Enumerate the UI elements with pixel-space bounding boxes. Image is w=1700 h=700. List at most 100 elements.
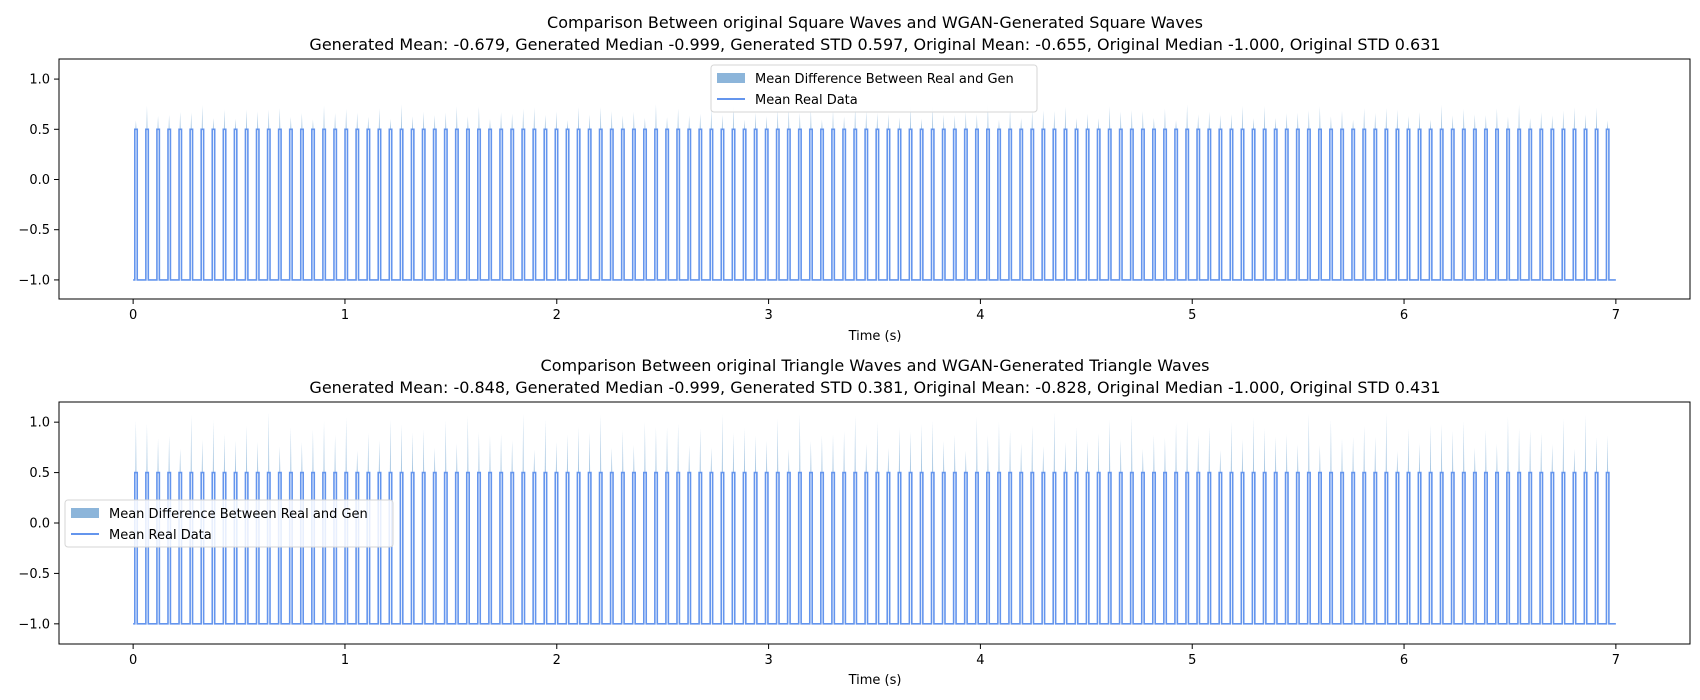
difference-spike: [633, 445, 635, 473]
difference-spike: [1131, 416, 1133, 473]
difference-spike: [1153, 434, 1155, 473]
y-tick-label: 0.5: [29, 123, 50, 138]
difference-spike: [223, 109, 225, 130]
y-tick-label: 0.0: [29, 517, 50, 532]
difference-spike: [290, 117, 292, 130]
difference-spike: [1396, 109, 1398, 130]
difference-spike: [1086, 113, 1089, 130]
difference-spike: [489, 119, 491, 130]
difference-spike: [887, 448, 889, 473]
difference-spike: [1562, 110, 1564, 130]
difference-spike: [201, 439, 203, 473]
x-tick-label: 2: [553, 308, 561, 323]
difference-spike: [234, 440, 237, 473]
difference-spike: [655, 104, 657, 130]
difference-spike: [600, 107, 602, 130]
legend-label-real: Mean Real Data: [755, 93, 858, 108]
difference-spike: [533, 449, 535, 473]
square-wave-subplot: Comparison Between original Square Waves…: [18, 13, 1691, 344]
difference-spike: [887, 113, 889, 130]
difference-spike: [987, 435, 989, 473]
difference-spike: [1031, 110, 1033, 130]
difference-spike: [555, 111, 557, 130]
y-tick-label: −1.0: [18, 617, 50, 632]
difference-spike: [544, 419, 546, 473]
difference-spike: [1109, 419, 1111, 473]
y-tick-label: −1.0: [18, 273, 50, 288]
x-axis-ticks: 0 1 2 3 4 5 6 7: [129, 644, 1620, 668]
difference-spike: [212, 420, 214, 473]
x-tick-label: 4: [976, 653, 984, 668]
difference-spike: [1230, 114, 1232, 130]
difference-spike: [909, 105, 912, 130]
x-axis-ticks: 0 1 2 3 4 5 6 7: [129, 299, 1620, 323]
difference-spike: [1595, 107, 1598, 130]
difference-spike: [400, 424, 403, 473]
difference-spike: [1607, 435, 1609, 473]
difference-spike: [301, 442, 303, 473]
legend-label-difference: Mean Difference Between Real and Gen: [109, 507, 368, 522]
difference-spike: [1142, 111, 1144, 130]
difference-spike: [1474, 447, 1476, 473]
difference-spike: [788, 108, 790, 130]
difference-spike: [1020, 443, 1022, 473]
difference-spike: [1341, 110, 1343, 130]
difference-spike: [655, 426, 657, 473]
difference-spike: [135, 120, 137, 130]
x-axis-label: Time (s): [848, 329, 902, 344]
difference-spike: [1208, 111, 1210, 130]
difference-spike: [766, 116, 768, 130]
difference-spike: [633, 111, 635, 130]
difference-spike: [1341, 438, 1343, 473]
difference-spike: [445, 420, 447, 473]
difference-spike: [566, 120, 568, 130]
x-tick-label: 4: [976, 308, 984, 323]
difference-spike: [1363, 425, 1365, 473]
difference-spike: [998, 421, 1000, 473]
difference-spike: [1230, 421, 1232, 473]
difference-spike: [1429, 119, 1432, 130]
difference-spike: [522, 413, 524, 473]
difference-spike: [279, 446, 281, 473]
difference-spike: [1551, 444, 1553, 473]
difference-spike: [976, 114, 978, 130]
difference-spike: [699, 428, 701, 473]
difference-spike: [1352, 119, 1354, 130]
chart-title: Comparison Between original Triangle Wav…: [541, 356, 1210, 375]
difference-spike: [622, 430, 624, 473]
difference-spike: [511, 113, 513, 130]
difference-spike: [920, 423, 923, 473]
difference-spike: [179, 448, 181, 473]
difference-spike: [212, 118, 214, 130]
difference-spike: [1518, 104, 1520, 130]
difference-spike: [666, 117, 668, 130]
x-tick-label: 3: [764, 308, 772, 323]
difference-spike: [1120, 111, 1122, 130]
legend: Mean Difference Between Real and Gen Mea…: [64, 499, 394, 548]
difference-spike: [434, 115, 436, 130]
difference-spike: [865, 110, 867, 130]
difference-spike: [1263, 428, 1266, 473]
difference-spike: [334, 435, 336, 473]
difference-spike: [721, 114, 723, 130]
difference-spike: [345, 417, 347, 473]
difference-spike: [600, 414, 602, 473]
difference-spike: [1042, 110, 1044, 130]
x-tick-label: 7: [1612, 308, 1620, 323]
difference-spike: [411, 432, 414, 473]
difference-spike: [943, 440, 945, 473]
difference-spike: [810, 440, 812, 473]
difference-spike: [954, 434, 956, 473]
difference-spike: [1120, 439, 1122, 473]
difference-spike: [246, 425, 248, 473]
difference-spike: [1131, 110, 1133, 130]
difference-spike: [334, 113, 336, 130]
difference-spike: [666, 427, 668, 473]
difference-spike: [1407, 116, 1409, 130]
difference-spike: [1551, 115, 1553, 130]
difference-spike: [909, 431, 912, 473]
difference-spike: [345, 109, 347, 130]
difference-spike: [1308, 413, 1310, 473]
difference-spike: [1064, 106, 1066, 130]
